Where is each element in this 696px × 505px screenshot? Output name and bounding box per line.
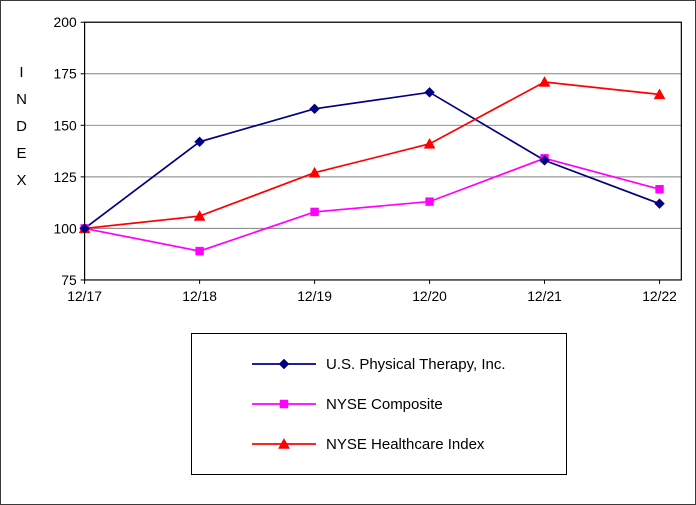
chart-area: INDEX 75 100 125 150 175 200 12/17 12/18 12/19 12…	[5, 9, 693, 313]
legend-label: NYSE Healthcare Index	[326, 435, 485, 453]
line-chart-plot: 75 100 125 150 175 200 12/17 12/18 12/19 12/20 12/…	[53, 14, 682, 304]
svg-text:200: 200	[53, 14, 76, 30]
legend-item: NYSE Healthcare Index	[250, 434, 566, 454]
svg-text:125: 125	[53, 169, 76, 185]
svg-text:100: 100	[53, 220, 76, 236]
legend-sample-triangle-icon	[252, 437, 316, 449]
svg-text:12/22: 12/22	[642, 288, 677, 304]
svg-text:150: 150	[53, 117, 76, 133]
legend-item: U.S. Physical Therapy, Inc.	[250, 354, 566, 374]
svg-text:12/17: 12/17	[67, 288, 102, 304]
y-axis-title: INDEX	[13, 63, 30, 199]
svg-text:12/21: 12/21	[527, 288, 562, 304]
svg-text:75: 75	[61, 272, 77, 288]
svg-text:12/18: 12/18	[182, 288, 217, 304]
svg-text:175: 175	[53, 66, 76, 82]
svg-text:12/20: 12/20	[412, 288, 447, 304]
legend-item: NYSE Composite	[250, 394, 566, 414]
svg-text:12/19: 12/19	[297, 288, 332, 304]
legend-label: NYSE Composite	[326, 395, 443, 413]
legend: U.S. Physical Therapy, Inc. NYSE Composi…	[191, 333, 567, 475]
legend-sample-square-icon	[252, 399, 316, 409]
legend-sample-diamond-icon	[252, 358, 316, 370]
legend-label: U.S. Physical Therapy, Inc.	[326, 355, 506, 373]
